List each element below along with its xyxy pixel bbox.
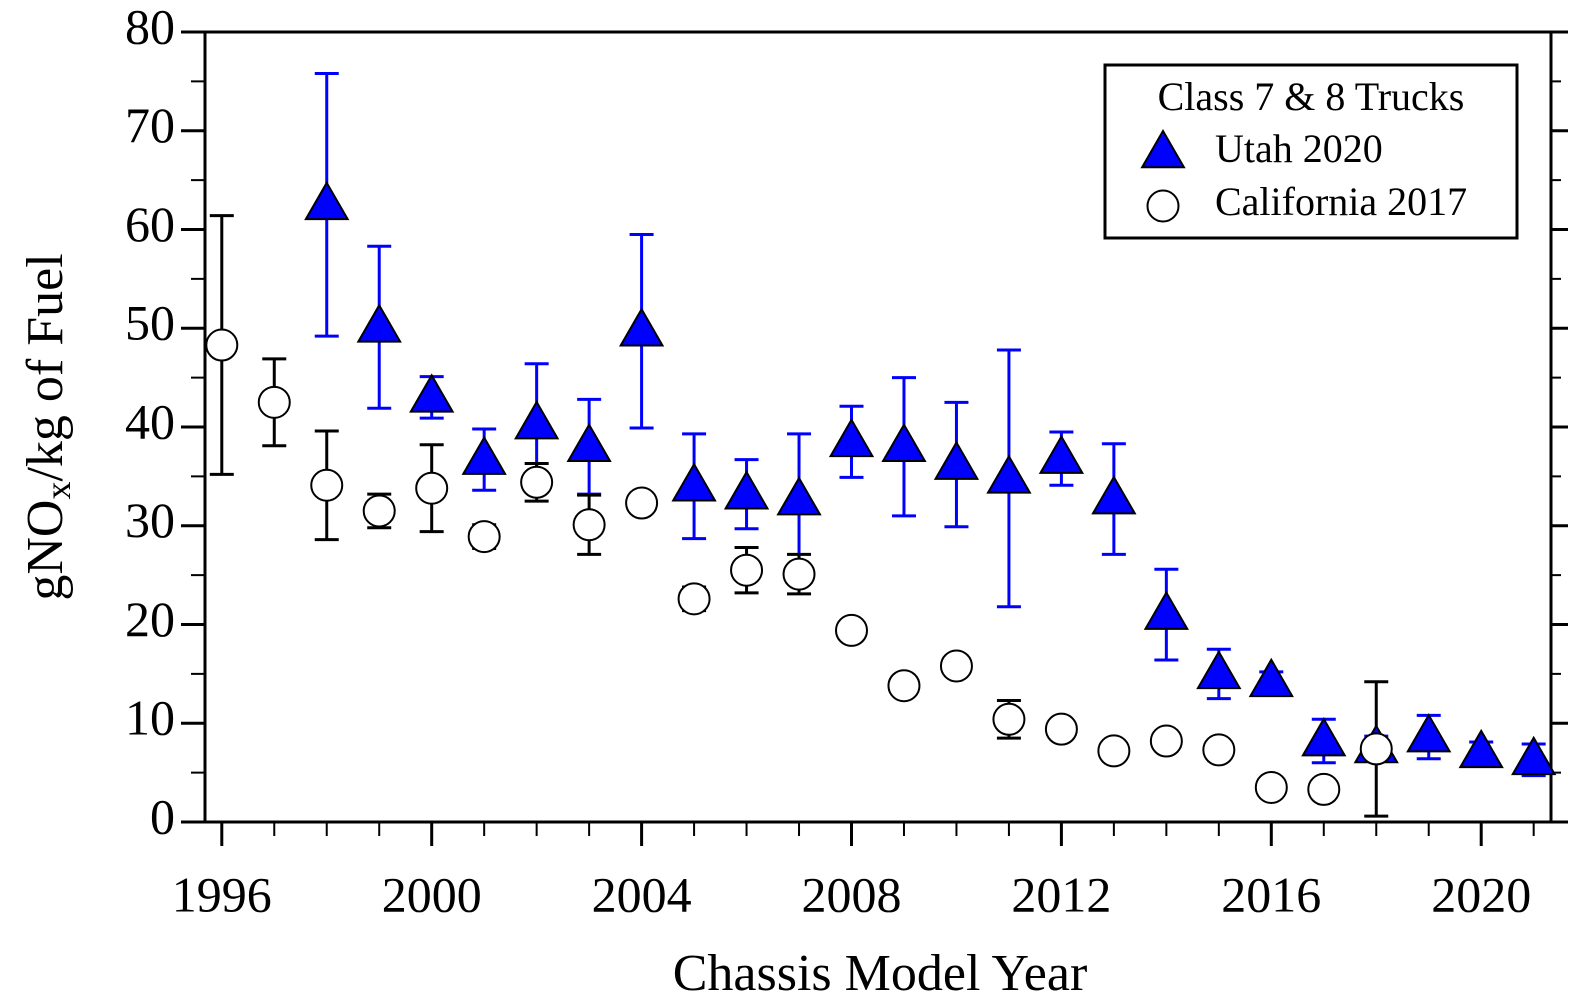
triangle-point: [776, 476, 822, 516]
triangle-point: [986, 454, 1032, 494]
x-tick-label: 2020: [1431, 866, 1531, 922]
triangle-point: [409, 373, 455, 413]
triangle-point: [1196, 649, 1242, 690]
circle-point: [1254, 770, 1288, 804]
x-tick-label: 2012: [1011, 866, 1111, 922]
circle-point: [887, 669, 921, 703]
triangle-point: [1248, 657, 1294, 698]
y-tick-label: 60: [125, 196, 175, 252]
triangle-point: [514, 400, 560, 440]
x-tick-label: 2004: [592, 866, 692, 922]
triangle-point: [1406, 713, 1452, 753]
triangle-point: [828, 417, 875, 458]
y-tick-label: 80: [125, 0, 175, 54]
y-tick-label: 70: [125, 97, 175, 153]
y-tick-label: 10: [125, 690, 175, 746]
y-axis-label: gNOx/kg of Fuel: [17, 253, 78, 600]
circle-point: [834, 613, 868, 647]
circle-point: [467, 520, 501, 554]
circle-point: [415, 471, 449, 505]
circle-point: [625, 486, 659, 520]
circle-point: [1097, 734, 1131, 768]
x-tick-label: 1996: [172, 866, 272, 922]
y-tick-label: 50: [125, 295, 175, 351]
triangle-point: [723, 470, 770, 510]
y-tick-label: 40: [125, 393, 175, 449]
triangle-point: [881, 422, 927, 463]
circle-point: [1359, 732, 1393, 766]
legend-title: Class 7 & 8 Trucks: [1158, 74, 1465, 119]
circle-point: [1307, 772, 1341, 806]
triangle-point: [1143, 590, 1189, 630]
circle-point: [205, 328, 239, 362]
circle-point: [939, 649, 973, 683]
legend-label: California 2017: [1215, 179, 1467, 224]
x-axis-label: Chassis Model Year: [673, 945, 1088, 1002]
circle-point: [310, 468, 344, 502]
y-tick-label: 20: [125, 591, 175, 647]
circle-point: [257, 385, 291, 419]
triangle-point: [304, 180, 350, 221]
triangle-point: [461, 435, 507, 475]
triangle-point: [566, 422, 612, 463]
circle-point: [520, 465, 554, 499]
circle-point: [782, 557, 816, 591]
circle-point: [1149, 724, 1183, 758]
triangle-point: [1511, 735, 1557, 776]
x-tick-label: 2008: [801, 866, 901, 922]
circle-point: [362, 494, 396, 528]
x-tick-label: 2016: [1221, 866, 1321, 922]
legend-label: Utah 2020: [1215, 126, 1383, 171]
x-tick-label: 2000: [382, 866, 482, 922]
circle-point: [1202, 733, 1236, 767]
triangle-point: [1458, 728, 1504, 769]
circle-point: [572, 508, 606, 542]
triangle-point: [1091, 475, 1137, 515]
y-tick-label: 30: [125, 492, 175, 548]
triangle-point: [1038, 434, 1085, 474]
triangle-point: [356, 303, 402, 343]
y-tick-label: 0: [150, 788, 175, 844]
circle-point: [730, 553, 764, 587]
legend-marker: [1140, 128, 1186, 169]
circle-point: [1044, 712, 1078, 746]
circle-point: [992, 702, 1026, 736]
triangle-point: [933, 440, 980, 480]
triangle-point: [671, 462, 717, 502]
legend-marker: [1146, 189, 1180, 223]
circle-point: [677, 582, 711, 616]
triangle-point: [1301, 717, 1347, 757]
triangle-point: [618, 307, 665, 347]
